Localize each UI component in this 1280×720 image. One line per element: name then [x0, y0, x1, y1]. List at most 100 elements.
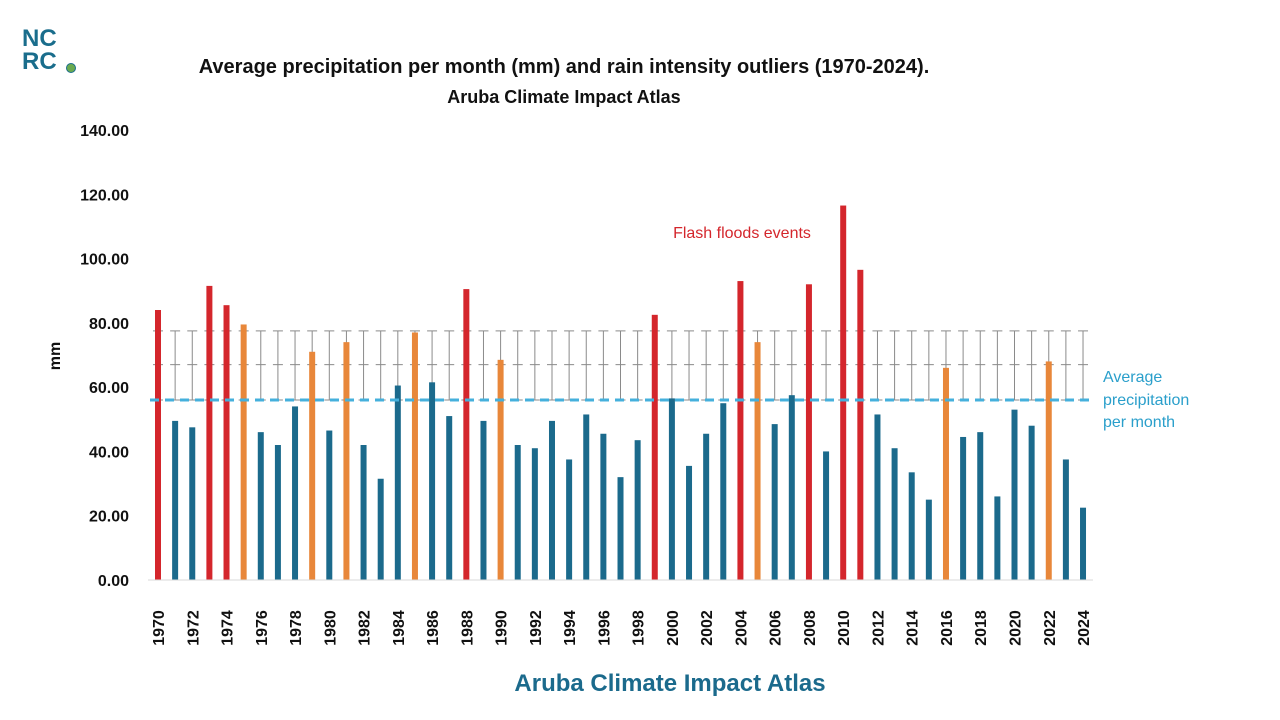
- bar-2016: [942, 367, 949, 580]
- x-tick-label: 1998: [631, 610, 648, 646]
- bar-1982: [360, 445, 367, 580]
- x-tick-label: 1978: [288, 610, 305, 646]
- bar-2014: [908, 472, 915, 580]
- x-axis-ticks: 1970 1972 1974 1976 1978 1980 1982 1984 1986 1988…: [151, 610, 1093, 646]
- bar-1972: [189, 427, 196, 580]
- x-tick-label: 1974: [220, 610, 237, 646]
- bar-2023: [1062, 459, 1069, 580]
- globe-icon: [66, 63, 76, 73]
- error-bar: [444, 330, 455, 401]
- bar-2005: [754, 342, 761, 580]
- x-tick-label: 2016: [939, 610, 956, 646]
- bar-1992: [531, 448, 538, 580]
- bar-1976: [257, 432, 264, 580]
- bar-2011: [857, 269, 864, 580]
- x-tick-label: 2024: [1076, 610, 1093, 646]
- error-bar: [324, 330, 335, 401]
- error-bar: [889, 330, 900, 401]
- bar-1975: [240, 324, 247, 580]
- bar-2021: [1028, 425, 1035, 580]
- x-tick-label: 2000: [665, 610, 682, 646]
- x-tick-label: 2008: [802, 610, 819, 646]
- error-bar: [1026, 330, 1037, 401]
- x-tick-label: 1996: [596, 610, 613, 646]
- error-bar: [906, 330, 917, 401]
- x-tick-label: 1992: [528, 610, 545, 646]
- error-bar: [923, 330, 934, 401]
- bar-1983: [377, 478, 384, 580]
- bar-2007: [788, 395, 795, 580]
- bar-1977: [274, 445, 281, 580]
- bar-1974: [223, 305, 230, 580]
- bar-1986: [429, 382, 436, 580]
- bar-2022: [1045, 361, 1052, 580]
- error-bar: [272, 330, 283, 401]
- bar-2019: [994, 496, 1001, 580]
- error-bar: [701, 330, 712, 401]
- bar-1981: [343, 342, 350, 580]
- error-bar: [769, 330, 780, 401]
- x-tick-label: 2022: [1042, 610, 1059, 646]
- error-bar: [187, 330, 198, 401]
- error-bar: [546, 330, 557, 401]
- bar-2003: [720, 403, 727, 580]
- x-tick-label: 1988: [459, 610, 476, 646]
- bar-1985: [411, 332, 418, 580]
- error-bar: [529, 330, 540, 401]
- bar-1970: [155, 310, 161, 580]
- error-bar: [666, 330, 677, 401]
- ncrc-logo: NC RC: [22, 25, 76, 75]
- chart-subtitle: Aruba Climate Impact Atlas: [447, 87, 680, 107]
- average-annotation-line-1: Average: [1103, 369, 1162, 386]
- error-bar: [290, 330, 301, 401]
- x-tick-label: 1982: [357, 610, 374, 646]
- bar-1971: [172, 420, 179, 580]
- error-bar: [358, 330, 369, 401]
- error-bar: [478, 330, 489, 401]
- bar-1998: [634, 440, 641, 580]
- y-axis-ticks: 0.00 20.00 40.00 60.00 80.00 100.00 120.00 140.…: [80, 123, 129, 590]
- x-tick-label: 2010: [836, 610, 853, 646]
- average-annotation-line-2: precipitation: [1103, 392, 1189, 409]
- x-tick-label: 1994: [562, 610, 579, 646]
- x-tick-label: 2014: [905, 610, 922, 646]
- y-tick-label: 0.00: [98, 573, 129, 590]
- average-annotation-line-3: per month: [1103, 414, 1175, 431]
- x-tick-label: 2018: [973, 610, 990, 646]
- bar-1973: [206, 285, 213, 580]
- bar-2018: [977, 432, 984, 580]
- error-bar: [581, 330, 592, 401]
- error-bar: [872, 330, 883, 401]
- error-bar: [958, 330, 969, 401]
- bar-2004: [737, 281, 744, 580]
- x-tick-label: 2012: [870, 610, 887, 646]
- error-bar: [1060, 330, 1071, 401]
- y-tick-label: 20.00: [89, 509, 129, 526]
- error-bar: [255, 330, 266, 401]
- bar-2015: [925, 499, 932, 580]
- bar-1999: [651, 314, 658, 580]
- bar-1991: [514, 445, 521, 580]
- x-tick-label: 1976: [254, 610, 271, 646]
- bar-1997: [617, 477, 624, 580]
- y-tick-label: 140.00: [80, 123, 129, 140]
- bar-1995: [583, 414, 590, 580]
- bar-1989: [480, 420, 487, 580]
- bar-2000: [668, 398, 675, 580]
- chart-title: Average precipitation per month (mm) and…: [199, 56, 930, 78]
- bar-1979: [309, 351, 316, 580]
- bar-2009: [823, 451, 830, 580]
- bar-1987: [446, 416, 453, 580]
- error-bar: [615, 330, 626, 401]
- bar-1984: [394, 385, 401, 580]
- x-tick-label: 2002: [699, 610, 716, 646]
- bar-1980: [326, 430, 333, 580]
- bar-2001: [686, 465, 693, 580]
- y-tick-label: 100.00: [80, 252, 129, 269]
- x-tick-label: 1970: [151, 610, 168, 646]
- bars: [155, 205, 1087, 581]
- footer-title: Aruba Climate Impact Atlas: [514, 670, 825, 697]
- bar-2024: [1080, 507, 1087, 580]
- error-bar: [975, 330, 986, 401]
